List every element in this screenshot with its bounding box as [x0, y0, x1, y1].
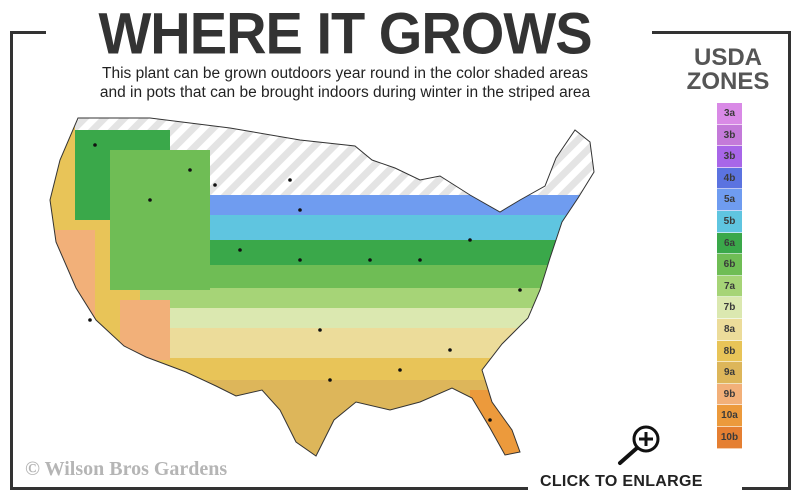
frame-top-right — [652, 31, 791, 34]
legend-zone-10a: 10a — [717, 405, 742, 427]
legend-zone-3b: 3b — [717, 146, 742, 168]
subtitle-line-2: and in pots that can be brought indoors … — [99, 84, 591, 101]
map-zones — [50, 118, 594, 456]
legend-title-line-1: USDA — [693, 44, 762, 71]
click-to-enlarge-button[interactable]: CLICK TO ENLARGE — [540, 473, 703, 490]
legend-zone-7b: 7b — [717, 297, 742, 319]
page-title: WHERE IT GROWS — [98, 0, 592, 67]
frame-bottom-left — [10, 487, 528, 490]
legend-zone-10b: 10b — [717, 426, 742, 449]
subtitle-line-1: This plant can be grown outdoors year ro… — [102, 65, 588, 82]
frame-bottom-right — [742, 487, 791, 490]
legend-zone-8b: 8b — [717, 340, 742, 363]
zone-legend: 3a 3b 3b 4b 5a 5b 6a 6b 7a 7b 8a 8b 9a 9b 10a 10b — [717, 103, 742, 449]
watermark: © Wilson Bros Gardens — [25, 458, 228, 480]
legend-zone-7a: 7a — [717, 275, 742, 298]
magnifier-plus-icon[interactable] — [610, 423, 666, 467]
frame-top-left — [10, 31, 46, 34]
legend-zone-3b: 3b — [717, 124, 742, 147]
legend-zone-5b: 5b — [717, 210, 742, 233]
legend-zone-9b: 9b — [717, 383, 742, 406]
legend-zone-6a: 6a — [717, 232, 742, 255]
legend-zone-9a: 9a — [717, 362, 742, 384]
frame-right — [788, 31, 791, 490]
legend-zone-5a: 5a — [717, 189, 742, 211]
subtitle: This plant can be grown outdoors year ro… — [40, 64, 650, 102]
state-capital-dots — [88, 143, 522, 422]
legend-title: USDA ZONES — [672, 46, 784, 94]
legend-zone-4b: 4b — [717, 167, 742, 190]
legend-zone-6b: 6b — [717, 254, 742, 276]
frame-left — [10, 31, 13, 490]
legend-zone-3a: 3a — [717, 103, 742, 125]
legend-zone-8a: 8a — [717, 318, 742, 341]
legend-title-line-2: ZONES — [686, 68, 770, 95]
